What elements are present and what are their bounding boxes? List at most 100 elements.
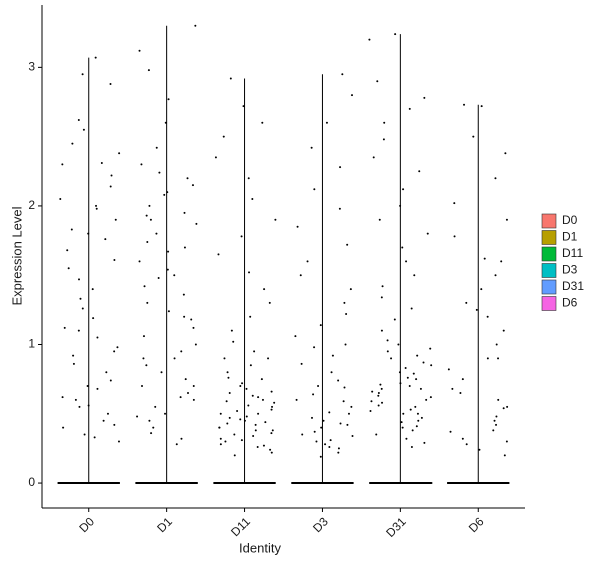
- point: [465, 443, 468, 446]
- point: [257, 412, 260, 415]
- point: [394, 33, 397, 36]
- point: [502, 329, 505, 332]
- point: [245, 415, 248, 418]
- point: [118, 152, 121, 155]
- point: [401, 426, 404, 429]
- point: [310, 146, 313, 149]
- point: [301, 433, 304, 436]
- point: [146, 240, 149, 243]
- point: [72, 354, 75, 357]
- point: [312, 393, 315, 396]
- point: [486, 357, 489, 360]
- point: [222, 135, 225, 138]
- point: [160, 482, 163, 485]
- point: [475, 308, 478, 311]
- point: [158, 171, 161, 174]
- point: [154, 405, 157, 408]
- point: [255, 482, 258, 485]
- point: [166, 191, 169, 194]
- point: [87, 232, 90, 235]
- point: [324, 443, 327, 446]
- point: [480, 288, 483, 291]
- point: [155, 146, 158, 149]
- point: [192, 385, 195, 388]
- point: [328, 411, 331, 414]
- point: [249, 315, 252, 318]
- point: [113, 350, 116, 353]
- point: [412, 372, 415, 375]
- point: [245, 387, 248, 390]
- point: [110, 174, 113, 177]
- point: [267, 357, 270, 360]
- point: [371, 390, 374, 393]
- point: [480, 105, 483, 108]
- point: [243, 419, 246, 422]
- point: [415, 425, 418, 428]
- point: [405, 437, 408, 440]
- point: [383, 121, 386, 124]
- point: [249, 364, 252, 367]
- point: [102, 419, 105, 422]
- point: [182, 293, 185, 296]
- point: [417, 419, 420, 422]
- legend-label: D3: [562, 263, 578, 277]
- point: [398, 482, 401, 485]
- point: [191, 184, 194, 187]
- point: [380, 296, 383, 299]
- point: [314, 482, 317, 485]
- point: [63, 326, 66, 329]
- point: [422, 482, 425, 485]
- point: [61, 163, 64, 166]
- point: [164, 412, 167, 415]
- point: [418, 170, 421, 173]
- point: [319, 324, 322, 327]
- point: [492, 429, 495, 432]
- point: [335, 482, 338, 485]
- point: [270, 390, 273, 393]
- point: [145, 364, 148, 367]
- point: [166, 482, 169, 485]
- point: [217, 482, 220, 485]
- point: [454, 482, 457, 485]
- point: [140, 163, 143, 166]
- point: [337, 447, 340, 450]
- point: [223, 357, 226, 360]
- point: [414, 405, 417, 408]
- point: [500, 260, 503, 263]
- point: [241, 382, 244, 385]
- point: [237, 482, 240, 485]
- point: [372, 156, 375, 159]
- point: [138, 49, 141, 52]
- point: [370, 482, 373, 485]
- point: [138, 260, 141, 263]
- legend-key: [541, 246, 557, 262]
- point: [330, 371, 333, 374]
- point: [248, 271, 251, 274]
- point: [143, 285, 146, 288]
- point: [78, 278, 81, 281]
- point: [408, 107, 411, 110]
- point: [167, 250, 170, 253]
- point: [86, 385, 89, 388]
- point: [62, 426, 65, 429]
- point: [66, 249, 69, 252]
- point: [270, 408, 273, 411]
- point: [158, 482, 161, 485]
- point: [228, 416, 231, 419]
- point: [397, 343, 400, 346]
- point: [91, 482, 94, 485]
- point: [164, 121, 167, 124]
- point: [186, 177, 189, 180]
- point: [294, 482, 297, 485]
- point: [503, 454, 506, 457]
- legend-label: D31: [562, 279, 584, 293]
- point: [490, 482, 493, 485]
- point: [192, 398, 195, 401]
- point: [377, 404, 380, 407]
- legend-label: D1: [562, 230, 578, 244]
- point: [505, 440, 508, 443]
- point: [398, 371, 401, 374]
- point: [495, 343, 498, 346]
- point: [228, 391, 231, 394]
